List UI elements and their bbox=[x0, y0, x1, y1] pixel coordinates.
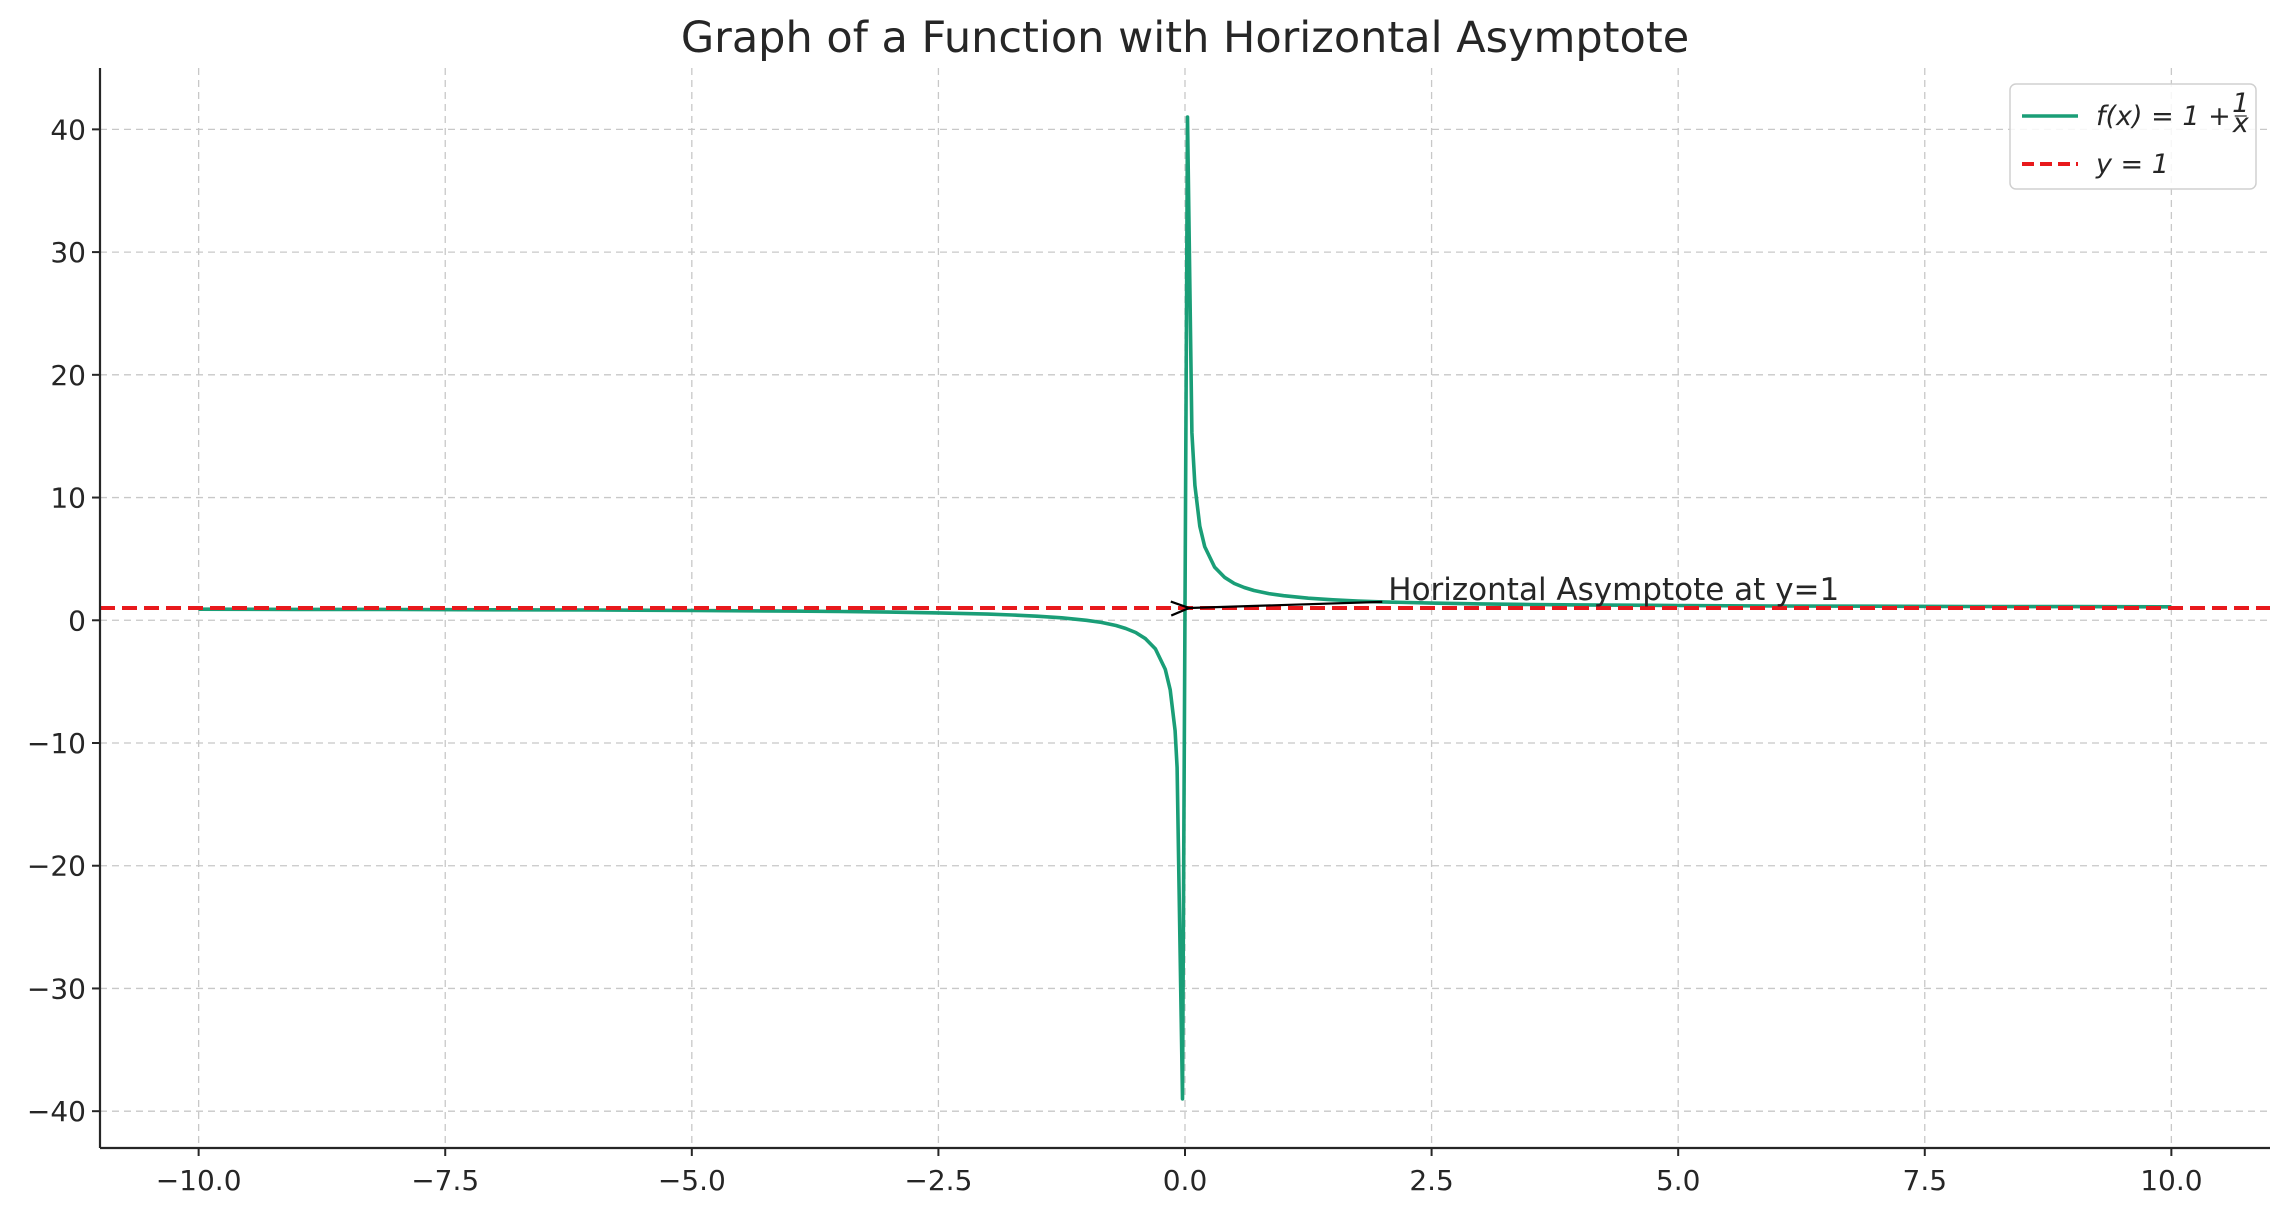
y-tick-label: 40 bbox=[50, 113, 86, 146]
tick-labels: −10.0 −7.5 −5.0 −2.5 0.0 2.5 5.0 7.5 10.0 −40 −30 −… bbox=[27, 113, 2203, 1197]
y-tick-label: 10 bbox=[50, 482, 86, 515]
legend-fraction-denominator: x bbox=[2232, 108, 2250, 139]
chart-title: Graph of a Function with Horizontal Asym… bbox=[681, 13, 1689, 63]
y-tick-label: 30 bbox=[50, 236, 86, 269]
annotation-layer: Horizontal Asymptote at y=1 bbox=[1189, 572, 1839, 608]
series-layer bbox=[100, 115, 2270, 1101]
x-tick-label: −10.0 bbox=[156, 1164, 242, 1197]
y-tick-label: 0 bbox=[68, 604, 86, 637]
x-tick-label: 10.0 bbox=[2140, 1164, 2202, 1197]
y-tick-label: −20 bbox=[27, 850, 86, 883]
x-tick-label: −5.0 bbox=[658, 1164, 726, 1197]
y-tick-label: −40 bbox=[27, 1095, 86, 1128]
legend-fraction-numerator: 1 bbox=[2232, 88, 2249, 119]
x-tick-label: −7.5 bbox=[411, 1164, 479, 1197]
y-tick-label: −10 bbox=[27, 727, 86, 760]
x-tick-label: 5.0 bbox=[1656, 1164, 1701, 1197]
y-tick-label: 20 bbox=[50, 359, 86, 392]
legend-label-function: f(x) = 1 + bbox=[2096, 101, 2231, 132]
legend-label-asymptote: y = 1 bbox=[2095, 149, 2169, 180]
x-tick-label: 7.5 bbox=[1903, 1164, 1948, 1197]
x-tick-label: −2.5 bbox=[904, 1164, 972, 1197]
legend-box bbox=[2009, 83, 2257, 190]
legend: f(x) = 1 + 1x y = 1 bbox=[2009, 83, 2257, 190]
x-tick-label: 0.0 bbox=[1163, 1164, 1208, 1197]
annotation-text: Horizontal Asymptote at y=1 bbox=[1388, 572, 1839, 608]
y-tick-label: −30 bbox=[27, 972, 86, 1005]
annotation-arrow bbox=[1189, 602, 1383, 608]
x-tick-label: 2.5 bbox=[1409, 1164, 1454, 1197]
